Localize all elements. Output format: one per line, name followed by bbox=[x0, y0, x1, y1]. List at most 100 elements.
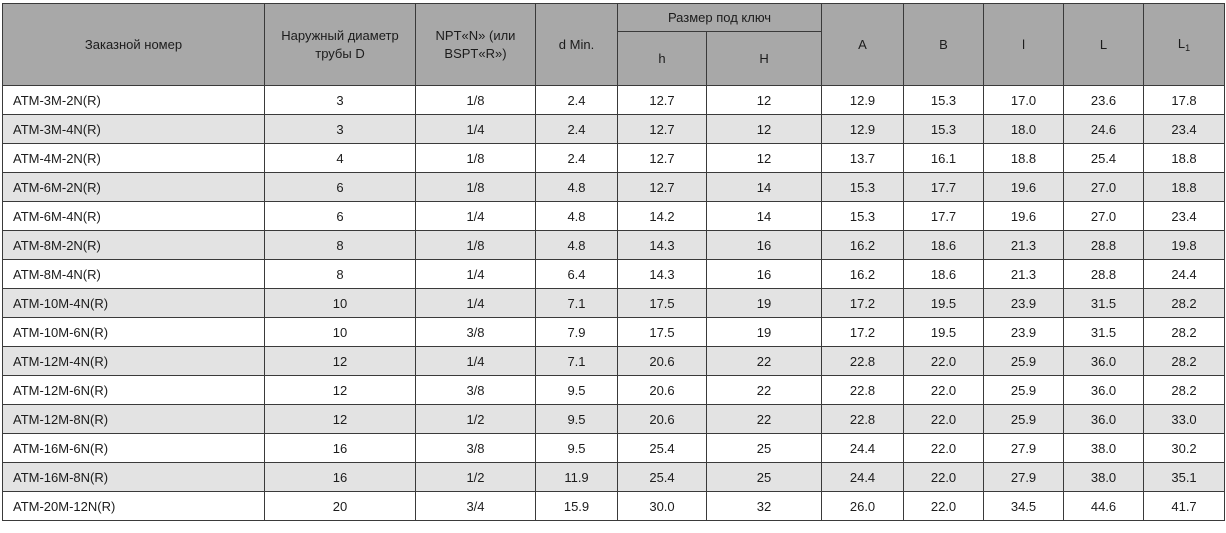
cell-l1: 33.0 bbox=[1143, 404, 1226, 434]
cell-npt: 1/4 bbox=[415, 346, 536, 376]
cell-order-number: ATM-4M-2N(R) bbox=[2, 143, 265, 173]
table-row: ATM-8M-2N(R) 8 1/8 4.8 14.3 16 16.2 18.6 21.3 28.… bbox=[2, 230, 1226, 260]
cell-b: 22.0 bbox=[903, 346, 985, 376]
cell-order-number: ATM-16M-8N(R) bbox=[2, 462, 265, 492]
col-header-l-small: l bbox=[983, 3, 1065, 86]
cell-npt: 1/2 bbox=[415, 462, 536, 492]
cell-h-small: 25.4 bbox=[617, 462, 707, 492]
cell-h-small: 20.6 bbox=[617, 346, 707, 376]
cell-h-small: 14.3 bbox=[617, 230, 707, 260]
cell-h-small: 14.2 bbox=[617, 201, 707, 231]
l1-base: L bbox=[1177, 35, 1186, 51]
cell-b: 22.0 bbox=[903, 462, 985, 492]
col-header-npt: NPT«N» (или BSPT«R») bbox=[415, 3, 536, 86]
cell-l1: 28.2 bbox=[1143, 317, 1226, 347]
cell-a: 24.4 bbox=[821, 433, 905, 463]
cell-l1: 28.2 bbox=[1143, 375, 1226, 405]
cell-npt: 1/4 bbox=[415, 114, 536, 144]
cell-npt: 3/8 bbox=[415, 433, 536, 463]
cell-l-small: 19.6 bbox=[983, 201, 1065, 231]
col-header-h-small: h bbox=[617, 31, 707, 86]
cell-h-big: 25 bbox=[705, 433, 823, 463]
cell-npt: 1/8 bbox=[415, 85, 536, 115]
cell-l-small: 23.9 bbox=[983, 288, 1065, 318]
cell-b: 16.1 bbox=[903, 143, 985, 173]
cell-order-number: ATM-3M-4N(R) bbox=[2, 114, 265, 144]
cell-outer-diameter-d: 10 bbox=[264, 288, 416, 318]
cell-b: 15.3 bbox=[903, 85, 985, 115]
cell-b: 22.0 bbox=[903, 375, 985, 405]
table-row: ATM-10M-6N(R) 10 3/8 7.9 17.5 19 17.2 19.5 23.9 3… bbox=[2, 317, 1226, 347]
cell-npt: 1/8 bbox=[415, 143, 536, 173]
cell-a: 15.3 bbox=[821, 172, 905, 202]
cell-l1: 23.4 bbox=[1143, 201, 1226, 231]
cell-d-min: 11.9 bbox=[535, 462, 618, 492]
cell-outer-diameter-d: 3 bbox=[264, 114, 416, 144]
cell-l1: 28.2 bbox=[1143, 288, 1226, 318]
cell-npt: 1/2 bbox=[415, 404, 536, 434]
table-row: ATM-20M-12N(R) 20 3/4 15.9 30.0 32 26.0 22.0 34.… bbox=[2, 491, 1226, 521]
cell-order-number: ATM-16M-6N(R) bbox=[2, 433, 265, 463]
cell-h-big: 14 bbox=[705, 201, 823, 231]
cell-d-min: 4.8 bbox=[535, 230, 618, 260]
cell-l-big: 27.0 bbox=[1063, 172, 1145, 202]
cell-l-small: 18.0 bbox=[983, 114, 1065, 144]
cell-l1: 18.8 bbox=[1143, 172, 1226, 202]
cell-l-big: 23.6 bbox=[1063, 85, 1145, 115]
table-row: ATM-6M-2N(R) 6 1/8 4.8 12.7 14 15.3 17.7 19.6 27.… bbox=[2, 172, 1226, 202]
cell-l-small: 25.9 bbox=[983, 375, 1065, 405]
cell-outer-diameter-d: 3 bbox=[264, 85, 416, 115]
cell-b: 22.0 bbox=[903, 433, 985, 463]
cell-outer-diameter-d: 6 bbox=[264, 201, 416, 231]
cell-l-small: 18.8 bbox=[983, 143, 1065, 173]
l1-subscript: 1 bbox=[1185, 42, 1191, 53]
cell-l-small: 21.3 bbox=[983, 259, 1065, 289]
cell-l-big: 31.5 bbox=[1063, 288, 1145, 318]
cell-l-big: 25.4 bbox=[1063, 143, 1145, 173]
cell-h-big: 25 bbox=[705, 462, 823, 492]
table-row: ATM-12M-8N(R) 12 1/2 9.5 20.6 22 22.8 22.0 25.9 3… bbox=[2, 404, 1226, 434]
cell-h-big: 22 bbox=[705, 375, 823, 405]
cell-h-big: 16 bbox=[705, 230, 823, 260]
cell-l-big: 31.5 bbox=[1063, 317, 1145, 347]
cell-l-big: 36.0 bbox=[1063, 346, 1145, 376]
cell-l-small: 27.9 bbox=[983, 433, 1065, 463]
cell-a: 16.2 bbox=[821, 230, 905, 260]
cell-d-min: 15.9 bbox=[535, 491, 618, 521]
cell-order-number: ATM-12M-4N(R) bbox=[2, 346, 265, 376]
cell-npt: 1/4 bbox=[415, 201, 536, 231]
cell-outer-diameter-d: 16 bbox=[264, 462, 416, 492]
cell-a: 26.0 bbox=[821, 491, 905, 521]
cell-b: 18.6 bbox=[903, 259, 985, 289]
cell-h-big: 22 bbox=[705, 404, 823, 434]
cell-l1: 28.2 bbox=[1143, 346, 1226, 376]
cell-a: 22.8 bbox=[821, 346, 905, 376]
table-row: ATM-4M-2N(R) 4 1/8 2.4 12.7 12 13.7 16.1 18.8 25.… bbox=[2, 143, 1226, 173]
cell-l-big: 28.8 bbox=[1063, 230, 1145, 260]
cell-h-small: 12.7 bbox=[617, 114, 707, 144]
cell-outer-diameter-d: 4 bbox=[264, 143, 416, 173]
cell-d-min: 4.8 bbox=[535, 172, 618, 202]
cell-a: 12.9 bbox=[821, 114, 905, 144]
cell-order-number: ATM-10M-6N(R) bbox=[2, 317, 265, 347]
cell-order-number: ATM-6M-2N(R) bbox=[2, 172, 265, 202]
cell-a: 17.2 bbox=[821, 288, 905, 318]
cell-b: 22.0 bbox=[903, 404, 985, 434]
cell-d-min: 9.5 bbox=[535, 404, 618, 434]
col-header-b: B bbox=[903, 3, 985, 86]
table-row: ATM-12M-4N(R) 12 1/4 7.1 20.6 22 22.8 22.0 25.9 3… bbox=[2, 346, 1226, 376]
col-header-l-big: L bbox=[1063, 3, 1145, 86]
cell-h-small: 25.4 bbox=[617, 433, 707, 463]
cell-d-min: 7.1 bbox=[535, 346, 618, 376]
cell-outer-diameter-d: 16 bbox=[264, 433, 416, 463]
cell-l-small: 34.5 bbox=[983, 491, 1065, 521]
cell-l-small: 27.9 bbox=[983, 462, 1065, 492]
table-row: ATM-8M-4N(R) 8 1/4 6.4 14.3 16 16.2 18.6 21.3 28.… bbox=[2, 259, 1226, 289]
cell-l-big: 38.0 bbox=[1063, 433, 1145, 463]
cell-l-small: 25.9 bbox=[983, 404, 1065, 434]
cell-outer-diameter-d: 10 bbox=[264, 317, 416, 347]
cell-b: 19.5 bbox=[903, 317, 985, 347]
cell-h-big: 19 bbox=[705, 317, 823, 347]
cell-order-number: ATM-12M-6N(R) bbox=[2, 375, 265, 405]
col-header-order-number: Заказной номер bbox=[2, 3, 265, 86]
